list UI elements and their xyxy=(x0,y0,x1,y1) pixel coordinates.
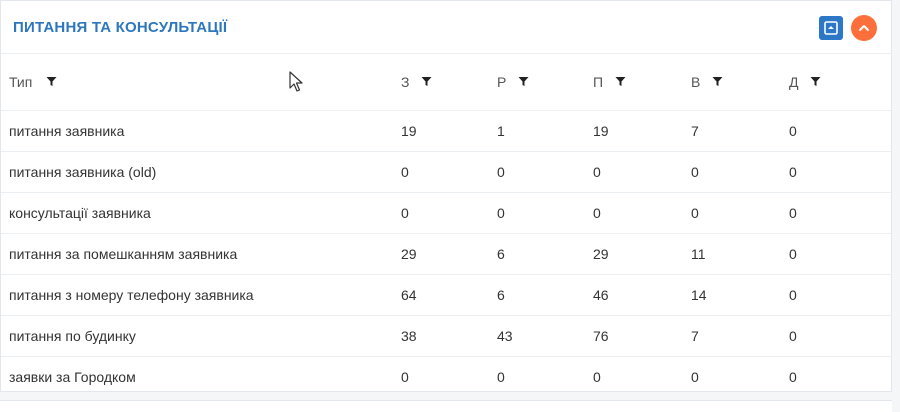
z-cell: 0 xyxy=(401,369,409,385)
type-cell: питання заявника (old) xyxy=(9,164,157,180)
d-cell: 0 xyxy=(789,328,797,344)
z-cell: 29 xyxy=(401,246,417,262)
panel-header: ПИТАННЯ ТА КОНСУЛЬТАЦІЇ xyxy=(1,1,891,54)
r-cell: 6 xyxy=(497,287,505,303)
type-cell: заявки за Городком xyxy=(9,369,136,385)
r-cell: 0 xyxy=(497,205,505,221)
z-cell: 38 xyxy=(401,328,417,344)
next-panel-edge xyxy=(0,400,892,412)
cursor-arrow-icon xyxy=(289,71,305,96)
filter-icon[interactable] xyxy=(712,76,723,87)
questions-panel: ПИТАННЯ ТА КОНСУЛЬТАЦІЇ Тип xyxy=(0,0,892,392)
d-cell: 0 xyxy=(789,369,797,385)
filter-icon[interactable] xyxy=(421,76,432,87)
v-cell: 0 xyxy=(691,164,699,180)
d-cell: 0 xyxy=(789,123,797,139)
stats-table: Тип З Р П xyxy=(1,53,891,397)
type-cell: питання по будинку xyxy=(9,328,136,344)
column-header-p: П xyxy=(593,53,626,110)
p-cell: 19 xyxy=(593,123,609,139)
table-row[interactable]: консультації заявника 0 0 0 0 0 xyxy=(1,193,891,234)
collapse-panel-button[interactable] xyxy=(851,15,877,41)
p-cell: 0 xyxy=(593,369,601,385)
z-cell: 0 xyxy=(401,164,409,180)
table-row[interactable]: питання заявника 19 1 19 7 0 xyxy=(1,111,891,152)
v-cell: 0 xyxy=(691,205,699,221)
table-row[interactable]: заявки за Городком 0 0 0 0 0 xyxy=(1,357,891,397)
r-cell: 0 xyxy=(497,164,505,180)
d-cell: 0 xyxy=(789,246,797,262)
v-cell: 14 xyxy=(691,287,707,303)
column-header-v: В xyxy=(691,53,723,110)
d-cell: 0 xyxy=(789,205,797,221)
panel-title: ПИТАННЯ ТА КОНСУЛЬТАЦІЇ xyxy=(13,18,228,36)
d-cell: 0 xyxy=(789,164,797,180)
column-header-label: П xyxy=(593,73,604,90)
column-header-d: Д xyxy=(789,53,821,110)
v-cell: 0 xyxy=(691,369,699,385)
column-header-z: З xyxy=(401,53,432,110)
column-header-type: Тип xyxy=(9,53,57,110)
collapse-square-icon xyxy=(824,21,838,35)
type-cell: питання заявника xyxy=(9,123,125,139)
table-row[interactable]: питання з номеру телефону заявника 64 6 … xyxy=(1,275,891,316)
filter-icon[interactable] xyxy=(615,76,626,87)
p-cell: 46 xyxy=(593,287,609,303)
table-row[interactable]: питання за помешканням заявника 29 6 29 … xyxy=(1,234,891,275)
column-header-label: Д xyxy=(789,73,799,90)
type-cell: консультації заявника xyxy=(9,205,151,221)
table-row[interactable]: питання заявника (old) 0 0 0 0 0 xyxy=(1,152,891,193)
z-cell: 0 xyxy=(401,205,409,221)
r-cell: 6 xyxy=(497,246,505,262)
r-cell: 0 xyxy=(497,369,505,385)
type-cell: питання за помешканням заявника xyxy=(9,246,238,262)
p-cell: 0 xyxy=(593,164,601,180)
filter-icon[interactable] xyxy=(810,76,821,87)
p-cell: 0 xyxy=(593,205,601,221)
table-row[interactable]: питання по будинку 38 43 76 7 0 xyxy=(1,316,891,357)
v-cell: 7 xyxy=(691,123,699,139)
z-cell: 19 xyxy=(401,123,417,139)
p-cell: 76 xyxy=(593,328,609,344)
panel-actions xyxy=(819,15,877,41)
type-cell: питання з номеру телефону заявника xyxy=(9,287,254,303)
column-header-label: Тип xyxy=(9,73,33,90)
filter-icon[interactable] xyxy=(46,76,57,87)
r-cell: 43 xyxy=(497,328,513,344)
v-cell: 7 xyxy=(691,328,699,344)
p-cell: 29 xyxy=(593,246,609,262)
d-cell: 0 xyxy=(789,287,797,303)
column-header-label: В xyxy=(691,73,701,90)
v-cell: 11 xyxy=(691,246,706,262)
chevron-up-icon xyxy=(859,25,869,31)
column-header-r: Р xyxy=(497,53,529,110)
r-cell: 1 xyxy=(497,123,505,139)
z-cell: 64 xyxy=(401,287,417,303)
table-header-row: Тип З Р П xyxy=(1,53,891,111)
column-header-label: Р xyxy=(497,73,507,90)
collapse-square-button[interactable] xyxy=(819,16,843,40)
filter-icon[interactable] xyxy=(518,76,529,87)
column-header-label: З xyxy=(401,73,410,90)
